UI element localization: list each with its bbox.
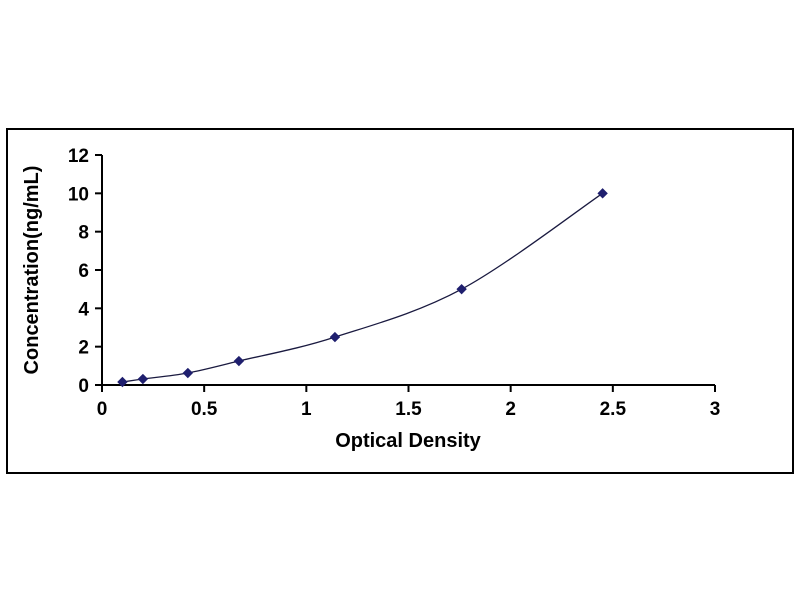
y-tick-label: 10: [68, 184, 89, 205]
y-tick-label: 4: [78, 299, 89, 320]
x-tick-label: 3: [710, 399, 721, 420]
data-point-marker: [117, 376, 128, 388]
chart-frame: 0 0.5 1 1.5 2 2.5 3 0 2 4 6 8 10 12 Optical Density C…: [6, 128, 794, 474]
y-tick-label: 6: [78, 261, 89, 282]
plot-area: 0 0.5 1 1.5 2 2.5 3 0 2 4 6 8 10 12: [68, 146, 720, 420]
data-point-marker: [233, 355, 245, 367]
x-tick-label: 2.5: [600, 399, 627, 420]
y-tick-label: 2: [78, 338, 89, 359]
data-point-marker: [597, 188, 608, 199]
x-tick-label: 0: [97, 399, 108, 420]
x-tick-label: 0.5: [191, 399, 218, 420]
y-tick-label: 0: [78, 376, 89, 397]
data-point-marker: [182, 367, 194, 379]
x-tick-label: 1.5: [395, 399, 422, 420]
y-tick-label: 12: [68, 146, 89, 167]
x-tick-label: 1: [301, 399, 312, 420]
x-axis-title: Optical Density: [335, 430, 481, 452]
series-line: [122, 192, 603, 383]
y-axis-title: Concentration(ng/mL): [21, 166, 43, 375]
y-tick-label: 8: [78, 223, 89, 244]
data-point-marker: [456, 283, 467, 295]
x-tick-label: 2: [505, 399, 516, 420]
standard-curve-chart: 0 0.5 1 1.5 2 2.5 3 0 2 4 6 8 10 12 Optical Density C…: [21, 146, 720, 452]
data-point-marker: [329, 331, 341, 343]
data-point-marker: [137, 373, 149, 385]
